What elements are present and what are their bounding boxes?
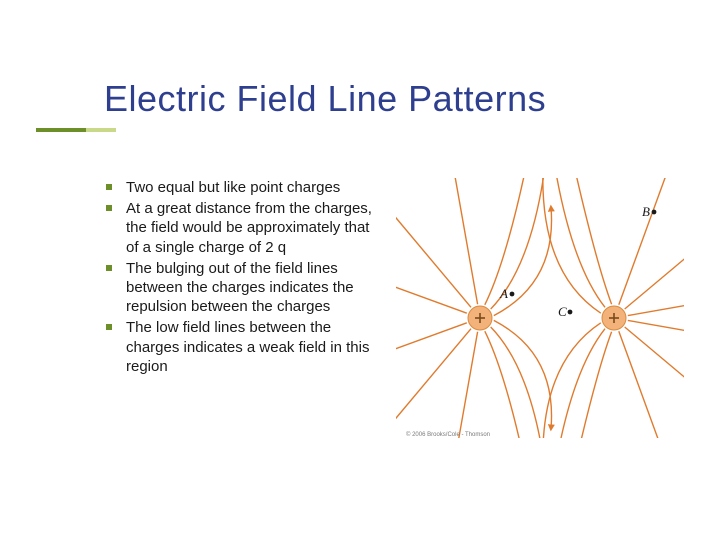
bullet-square-icon — [106, 265, 112, 271]
accent-seg-2 — [86, 128, 116, 132]
list-item: The bulging out of the field lines betwe… — [100, 259, 386, 317]
figure-copyright: © 2006 Brooks/Cole - Thomson — [406, 432, 490, 438]
list-item: The low field lines between the charges … — [100, 318, 386, 376]
svg-text:B: B — [642, 204, 650, 219]
field-line-figure: A B C — [396, 178, 684, 438]
bullet-square-icon — [106, 205, 112, 211]
accent-seg-1 — [36, 128, 86, 132]
bullet-square-icon — [106, 324, 112, 330]
svg-text:A: A — [499, 286, 508, 301]
bullet-list: Two equal but like point charges At a gre… — [100, 178, 386, 378]
page-title: Electric Field Line Patterns — [104, 78, 546, 120]
list-item: Two equal but like point charges — [100, 178, 386, 197]
bullet-square-icon — [106, 184, 112, 190]
list-item-text: The bulging out of the field lines betwe… — [126, 260, 354, 315]
list-item: At a great distance from the charges, th… — [100, 199, 386, 257]
list-item-text: The low field lines between the charges … — [126, 319, 369, 374]
list-item-text: Two equal but like point charges — [126, 179, 340, 196]
list-item-text: At a great distance from the charges, th… — [126, 200, 372, 255]
svg-text:C: C — [558, 304, 567, 319]
accent-bar — [36, 128, 116, 132]
